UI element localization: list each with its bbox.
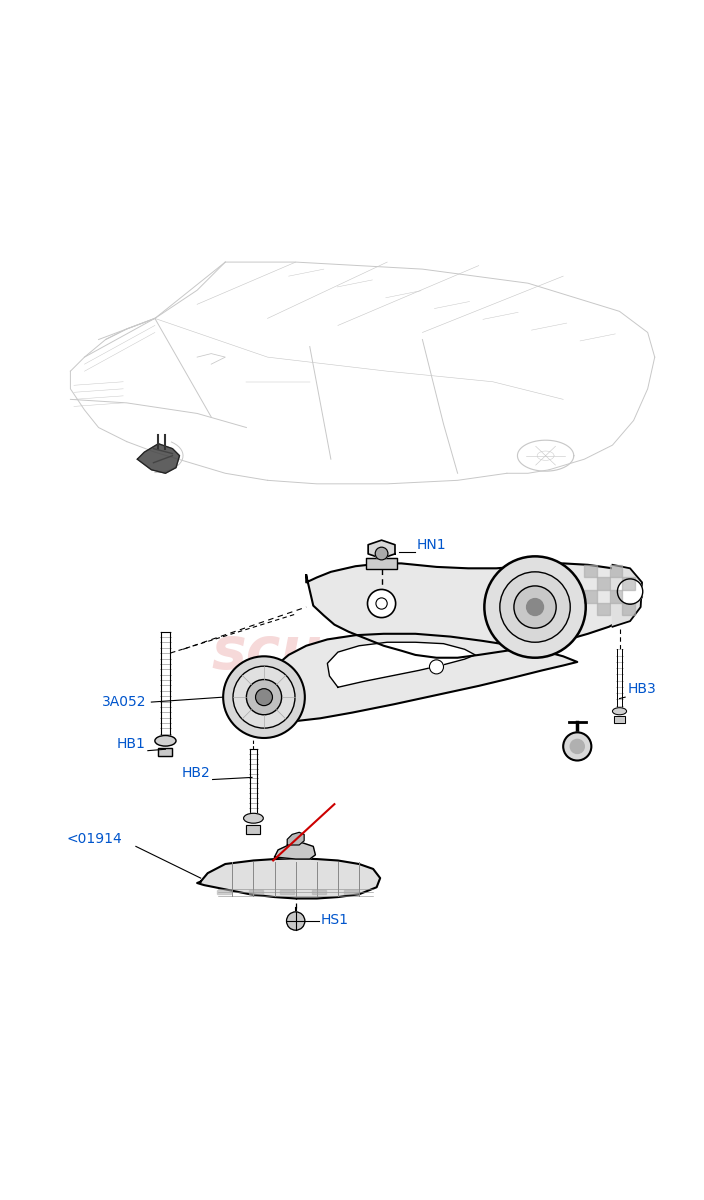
Text: HB3: HB3 (628, 682, 657, 696)
Bar (584, 565, 597, 577)
Text: <01914: <01914 (67, 832, 122, 846)
Ellipse shape (612, 708, 627, 715)
Bar (584, 590, 597, 602)
FancyBboxPatch shape (366, 558, 397, 569)
Polygon shape (327, 642, 475, 688)
Circle shape (429, 660, 444, 674)
Bar (622, 602, 635, 616)
Ellipse shape (244, 814, 263, 823)
Text: HN1: HN1 (417, 539, 446, 552)
Polygon shape (306, 563, 642, 658)
Circle shape (484, 557, 586, 658)
Bar (217, 890, 231, 894)
Bar (158, 748, 172, 756)
Circle shape (233, 666, 295, 728)
Polygon shape (612, 565, 642, 626)
Circle shape (563, 732, 591, 761)
Polygon shape (287, 833, 304, 845)
Text: c a r     p a r t s: c a r p a r t s (262, 676, 442, 700)
Bar (312, 890, 326, 894)
Polygon shape (137, 444, 180, 473)
Text: HB2: HB2 (182, 767, 210, 780)
Bar (158, 748, 172, 756)
Text: HS1: HS1 (320, 913, 348, 926)
Bar (610, 565, 622, 577)
Polygon shape (368, 540, 395, 558)
Circle shape (223, 656, 305, 738)
Polygon shape (275, 842, 315, 859)
Polygon shape (197, 858, 380, 899)
Polygon shape (257, 634, 577, 721)
Circle shape (570, 739, 584, 754)
Circle shape (617, 578, 643, 605)
Bar (614, 716, 625, 724)
Bar (246, 826, 260, 834)
Circle shape (256, 689, 272, 706)
Bar (597, 602, 610, 616)
Circle shape (287, 912, 305, 930)
Bar (344, 890, 358, 894)
Text: HB1: HB1 (116, 737, 145, 751)
Circle shape (246, 679, 282, 715)
Bar (610, 590, 622, 602)
Bar (280, 890, 294, 894)
Bar (622, 577, 635, 590)
Bar (249, 890, 263, 894)
Circle shape (527, 599, 543, 616)
Circle shape (367, 589, 396, 618)
Circle shape (375, 547, 388, 560)
Circle shape (500, 572, 570, 642)
Text: 3A052: 3A052 (102, 695, 146, 708)
Text: scuderia: scuderia (212, 624, 492, 682)
Ellipse shape (155, 736, 176, 746)
Bar (597, 577, 610, 590)
Bar (246, 826, 260, 834)
Bar (614, 716, 625, 724)
Circle shape (514, 586, 556, 628)
